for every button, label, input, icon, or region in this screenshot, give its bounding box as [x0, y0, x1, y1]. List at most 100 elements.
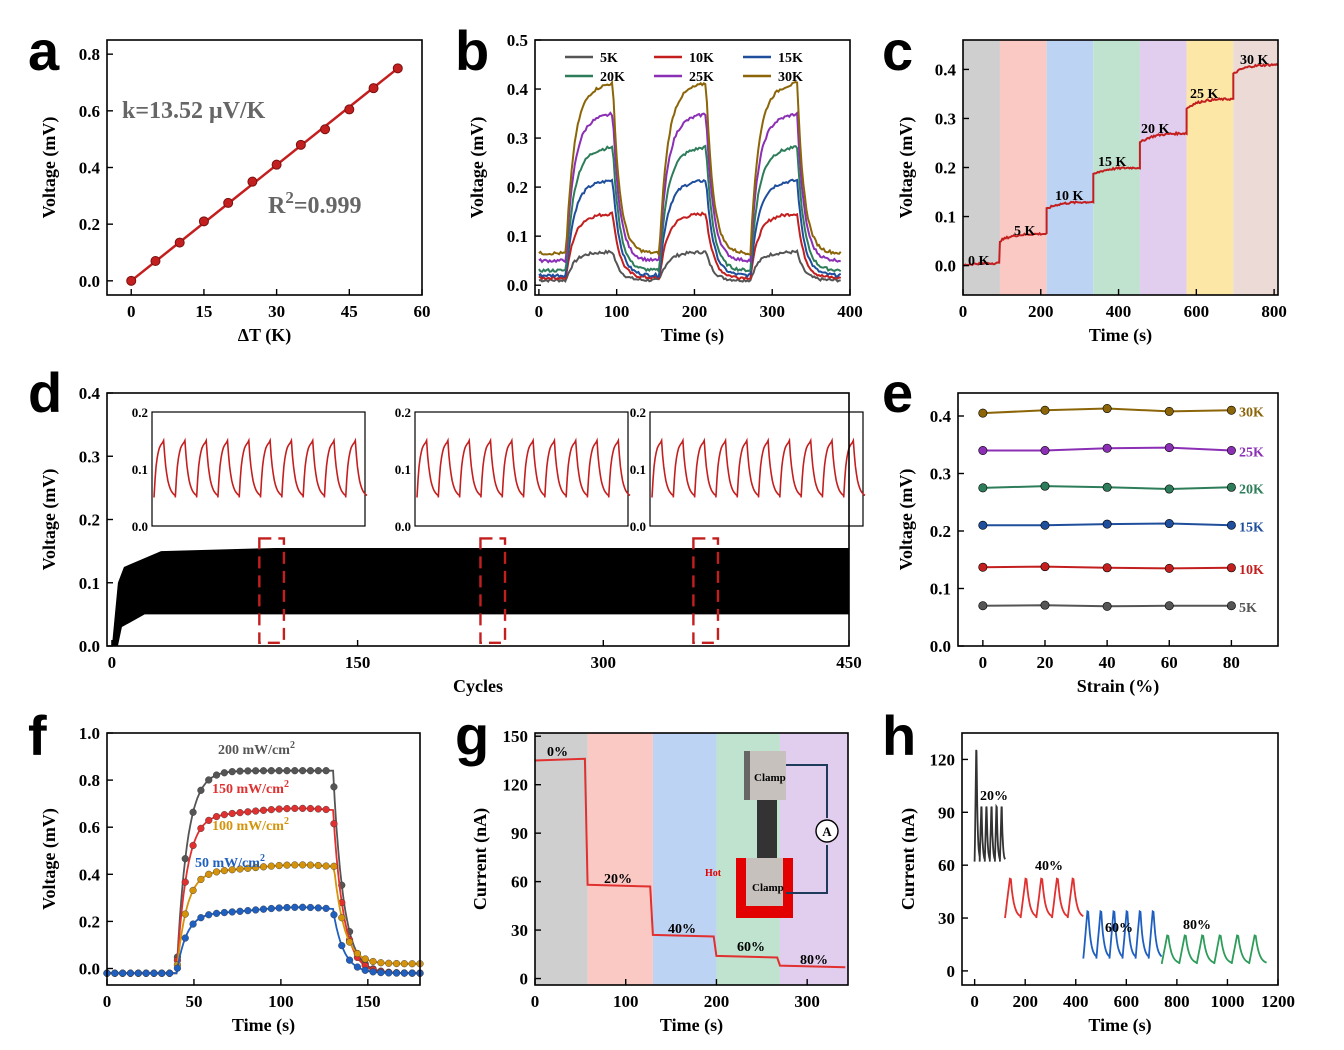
series-line [538, 249, 841, 284]
y-tick-label: 0 [947, 962, 956, 981]
data-point [361, 966, 369, 974]
background-band [535, 733, 588, 985]
y-tick-label: 0.6 [79, 102, 100, 121]
sample-strip [757, 800, 777, 858]
x-tick-label: 50 [185, 992, 202, 1011]
clamp-bottom-label: Clamp [752, 882, 784, 894]
x-axis-label: Cycles [453, 676, 503, 696]
data-point [223, 197, 234, 208]
data-point [1040, 562, 1050, 572]
plot-frame [534, 732, 849, 986]
x-axis-label: Time (s) [1089, 325, 1152, 346]
series-label: 150 mW/cm2 [212, 779, 289, 797]
data-point [244, 767, 252, 775]
panel-letter-a: a [28, 19, 60, 82]
data-point [220, 769, 228, 777]
data-point [197, 786, 205, 794]
data-point [291, 903, 299, 911]
data-point [369, 957, 377, 966]
inset-y-tick-label: 0.2 [132, 405, 148, 420]
inset-y-tick-label: 0.0 [132, 519, 148, 534]
panel-h-chart: 20% 40% 60% 80% 0 200 400 600 800 1000 1200 0 30 60 90… [898, 732, 1295, 1036]
y-tick-label: 0.3 [935, 109, 956, 128]
data-point [978, 562, 988, 572]
inset-y-tick-label: 0.1 [630, 462, 646, 477]
segment-label: 60% [1105, 921, 1133, 936]
series-label: 25K [1239, 446, 1264, 461]
data-point [377, 959, 385, 967]
series-label: 30K [1239, 405, 1264, 420]
data-point [259, 905, 268, 913]
panel-letter-f: f [28, 704, 47, 767]
y-tick-label: 60 [511, 873, 528, 892]
background-band [1046, 40, 1094, 295]
x-axis-label: ΔT (K) [238, 325, 291, 346]
clamp-top-label: Clamp [754, 772, 786, 784]
background-band [1186, 40, 1234, 295]
y-tick-label: 0.8 [79, 771, 100, 790]
x-tick-label: 300 [759, 302, 785, 321]
data-point [1226, 601, 1236, 611]
data-point [400, 960, 408, 968]
step-label: 30 K [1240, 53, 1269, 68]
data-point [306, 903, 315, 912]
x-tick-label: 60 [414, 302, 431, 321]
background-band [963, 40, 1000, 295]
y-tick-label: 0.2 [79, 215, 100, 234]
data-point [197, 914, 205, 922]
y-tick-label: 0.1 [79, 574, 100, 593]
series-line [538, 211, 842, 281]
x-axis-label: Strain (%) [1077, 676, 1160, 697]
data-point [392, 63, 403, 74]
data-point [244, 808, 252, 816]
inset-y-tick-label: 0.1 [395, 462, 411, 477]
step-label: 20% [604, 872, 632, 887]
data-point [1164, 519, 1174, 529]
legend-label: 20K [600, 70, 625, 85]
data-point [126, 275, 137, 286]
y-tick-label: 0.4 [935, 60, 957, 79]
step-label: 0 K [968, 254, 990, 269]
data-point [1040, 445, 1050, 455]
data-point [978, 408, 988, 418]
x-tick-label: 1200 [1261, 992, 1295, 1011]
data-point [978, 601, 988, 611]
x-tick-label: 0 [127, 302, 136, 321]
data-point [330, 862, 338, 870]
data-point [345, 938, 354, 946]
data-point [181, 934, 189, 942]
series-line [538, 79, 842, 258]
hot-label: Hot [705, 868, 722, 879]
x-tick-label: 0 [535, 302, 544, 321]
x-tick-label: 400 [1106, 302, 1132, 321]
step-label: 15 K [1098, 155, 1127, 170]
data-point [220, 811, 228, 819]
data-point [205, 870, 213, 878]
inset-y-tick-label: 0.2 [630, 405, 646, 420]
data-point [189, 841, 197, 850]
x-tick-label: 100 [604, 302, 630, 321]
panel-letter-e: e [882, 361, 913, 424]
x-tick-label: 60 [1161, 653, 1178, 672]
data-point [1040, 405, 1050, 415]
inset-y-tick-label: 0.1 [132, 462, 148, 477]
y-tick-label: 0.1 [930, 580, 951, 599]
data-point [252, 906, 260, 914]
data-point [252, 807, 260, 815]
data-point [267, 862, 275, 870]
data-point [173, 964, 182, 972]
x-tick-label: 100 [268, 992, 294, 1011]
inset-y-tick-label: 0.0 [395, 519, 411, 534]
data-point [236, 767, 244, 775]
data-point [1226, 563, 1236, 573]
legend-label: 10K [689, 51, 714, 66]
y-axis-label: Voltage (mV) [39, 117, 60, 219]
data-point [1102, 519, 1112, 529]
x-tick-label: 1000 [1210, 992, 1244, 1011]
data-point [306, 804, 315, 813]
series-label: 5K [1239, 601, 1257, 616]
step-label: 20 K [1141, 122, 1170, 137]
data-point [1040, 520, 1050, 530]
background-band [652, 733, 717, 985]
